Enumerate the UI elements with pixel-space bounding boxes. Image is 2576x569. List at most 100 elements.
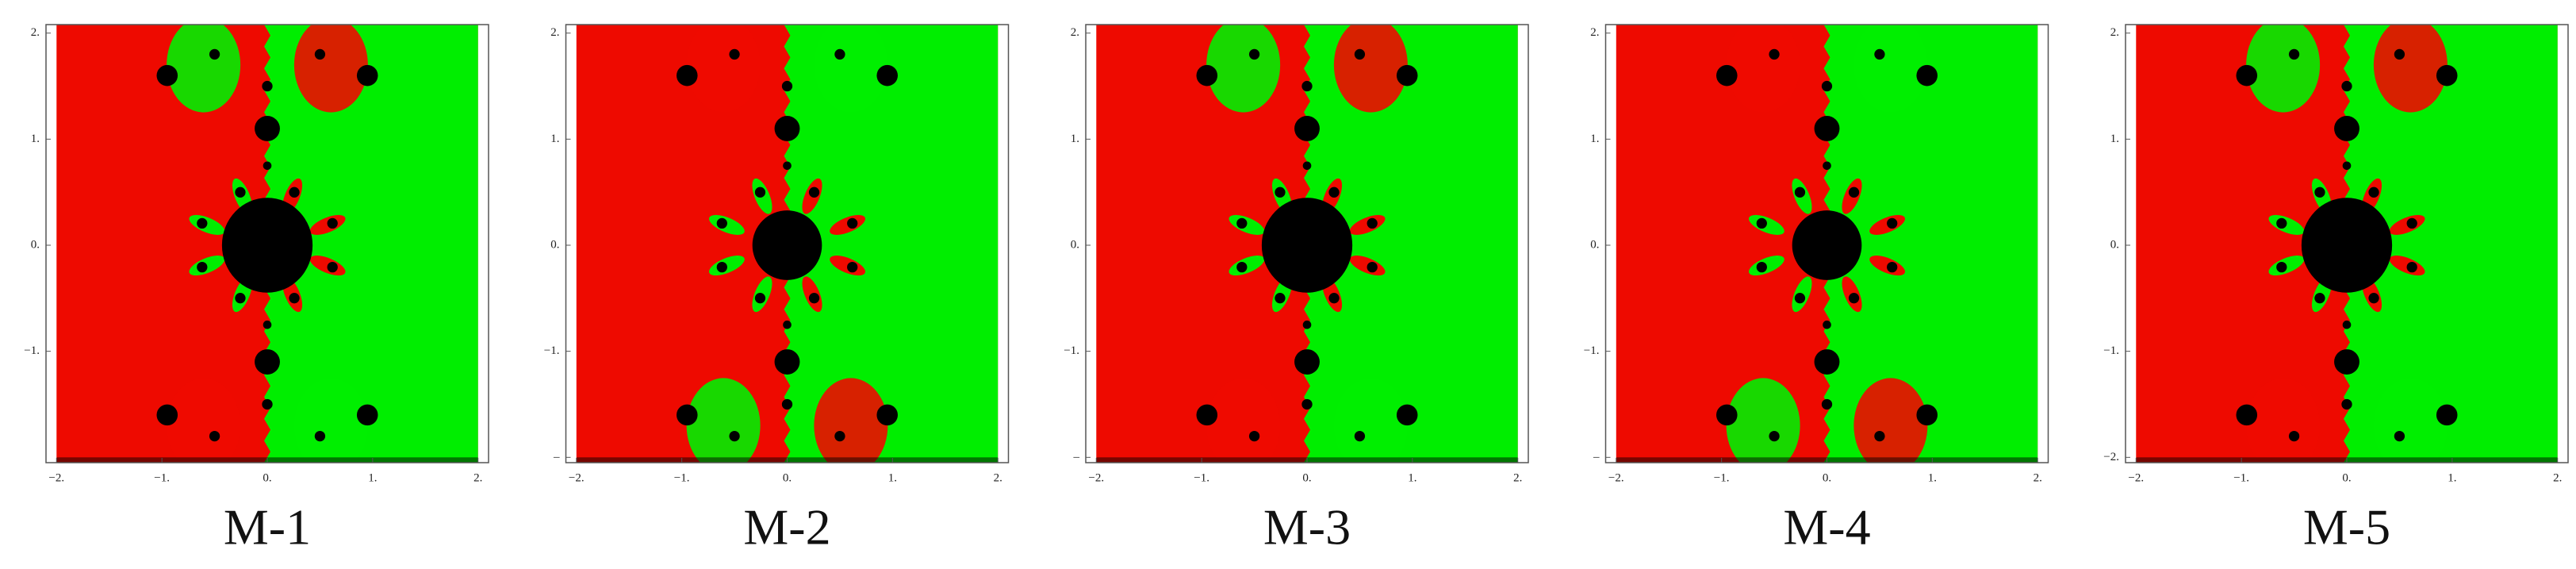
basin-bulb [1848,293,1860,304]
basin-bulb [1328,293,1340,304]
x-tick-label: 0. [263,471,271,484]
basin-bulb [2236,64,2258,87]
y-tick-label: 1. [550,133,559,145]
basin-bulb [263,161,272,171]
basin-bulb [834,48,845,60]
basin-center [1792,210,1862,280]
basin-bulb [1814,349,1840,375]
basin-bulb [235,293,246,304]
y-tick-label: 2. [1071,26,1079,39]
y-tick-label: 2. [1590,26,1599,39]
x-tick-label: −1. [2233,471,2249,484]
y-tick-label: 2. [31,26,40,39]
basin-bulb [356,64,378,87]
basin-center [1261,198,1353,293]
y-tick-label: 1. [1071,133,1079,145]
y-tick-label: −1. [1584,344,1600,357]
basin-bulb [2334,116,2359,141]
basin-lobe [1206,25,1281,113]
basin-lobe [1853,25,1928,113]
basin-bulb [197,217,208,229]
x-tick-label: −2. [2128,471,2144,484]
basin-lobe [2373,378,2448,463]
basin-bulb [781,398,793,410]
basin-bulb [262,80,273,92]
x-tick-label: 2. [994,471,1002,484]
basin-bulb [327,261,338,273]
basin-green [784,25,999,463]
basin-green [264,25,478,463]
y-tick-label: 1. [1590,133,1599,145]
basin-bulb [1294,349,1320,375]
basin-bulb [781,80,793,92]
y-tick-label: 2. [2110,26,2119,39]
basin-bulb [847,217,858,229]
basin-bulb [716,217,727,229]
basin-lobe [1726,25,1800,113]
basin-bulb [1814,116,1840,141]
basin-lobe [2246,378,2321,463]
basin-bulb [783,161,792,171]
basin-bulb [774,116,800,141]
basin-bulb [677,64,698,87]
basin-lobe [1333,25,1408,113]
basin-bulb [1236,261,1248,273]
basin-bulb [2276,261,2287,273]
basin-bulb [255,116,280,141]
basin-bulb [1823,161,1831,171]
basin-bulb [1354,430,1366,442]
basin-bulb [1823,320,1831,329]
basin-lobe [1206,378,1281,463]
panel: −2. −1. 0. 1. 2. – −1. 0. 1. 2. M-4 [1584,24,2049,556]
basin-bulb [1396,64,1418,87]
basin-bulb [1301,398,1313,410]
panel: −2. −1. 0. 1. 2. −1. 0. 1. 2. M-1 [24,24,489,556]
basin-center [221,198,313,293]
basin-bulb [2314,293,2325,304]
x-tick-label: 0. [1302,471,1311,484]
basin-bulb [156,404,178,426]
panel-title: M-3 [1263,499,1351,556]
basin-bulb [197,261,208,273]
basin-bulb [1196,64,1218,87]
basin-bulb [314,430,326,442]
basin-bulb [754,293,766,304]
x-tick-label: −2. [48,471,64,484]
basin-bulb [2342,161,2352,171]
basin-bulb [876,404,898,426]
basin-bulb [754,186,766,198]
basin-bulb [1248,48,1260,60]
basin-center [752,210,822,280]
basin-bulb [2342,320,2352,329]
y-tick-label: 0. [2110,238,2119,251]
x-tick-label: −2. [569,471,585,484]
x-tick-label: −1. [674,471,690,484]
basin-bulb [1275,186,1286,198]
basin-bulb [876,64,898,87]
basin-bulb [314,48,326,60]
basin-bulb [1821,398,1833,410]
basin-bulb [2368,293,2379,304]
x-tick-label: 2. [473,471,482,484]
basin-bulb [2406,217,2417,229]
basin-lobe [2373,25,2448,113]
y-tick-label: 0. [1590,238,1599,251]
basin-bulb [2288,48,2300,60]
basin-bulb [2436,64,2458,87]
x-tick-label: 1. [1408,471,1416,484]
basin-bulb [2314,186,2325,198]
y-tick-label: – [553,451,560,463]
basin-bulb [1794,186,1806,198]
y-tick-label: −1. [24,344,40,357]
basin-bulb [1716,404,1738,426]
basin-image [1616,25,2038,463]
y-tick-label: −1. [2103,344,2119,357]
basin-lobe [293,25,368,113]
basin-bulb [729,430,740,442]
x-tick-label: 1. [1928,471,1937,484]
basin-bulb [289,186,300,198]
basin-bulb [1769,48,1780,60]
y-tick-label: −1. [1064,344,1079,357]
basin-bulb [1302,320,1312,329]
basin-bulb [1248,430,1260,442]
